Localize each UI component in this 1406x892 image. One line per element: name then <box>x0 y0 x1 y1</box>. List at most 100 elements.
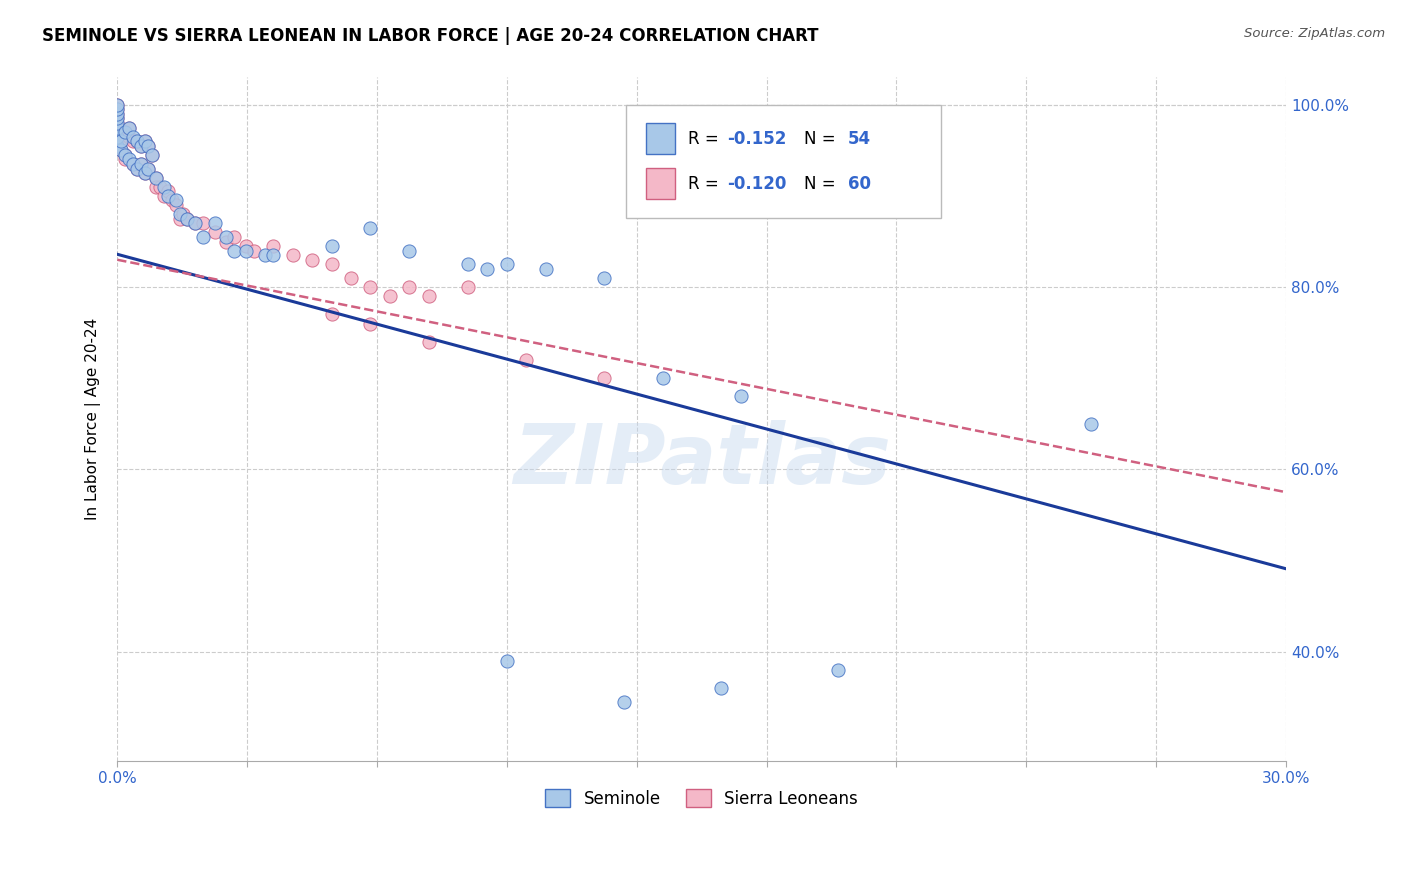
Point <box>827 663 849 677</box>
Point <box>121 129 143 144</box>
Point <box>134 166 156 180</box>
Point <box>204 226 226 240</box>
Point <box>235 244 257 258</box>
Text: N =: N = <box>804 175 841 193</box>
Point <box>242 244 264 258</box>
Text: 54: 54 <box>848 130 870 148</box>
Point <box>215 235 238 249</box>
Point <box>110 134 132 148</box>
Y-axis label: In Labor Force | Age 20-24: In Labor Force | Age 20-24 <box>86 318 101 520</box>
Point <box>118 120 141 135</box>
Point <box>105 112 128 126</box>
Point <box>495 257 517 271</box>
Point <box>105 107 128 121</box>
Point <box>204 216 226 230</box>
Point <box>254 248 277 262</box>
Point <box>138 138 160 153</box>
Point <box>173 207 195 221</box>
Point <box>149 179 172 194</box>
Text: 60: 60 <box>848 175 870 193</box>
Point <box>105 129 128 144</box>
Point <box>141 148 163 162</box>
Point <box>457 257 479 271</box>
Point <box>169 211 191 226</box>
Point <box>129 157 152 171</box>
Point <box>495 654 517 668</box>
Point <box>224 230 246 244</box>
Point <box>125 161 148 176</box>
Point <box>105 120 128 135</box>
Point <box>534 261 557 276</box>
Point <box>105 125 128 139</box>
Point <box>105 116 128 130</box>
Point <box>141 148 163 162</box>
Bar <box>645 169 675 199</box>
Text: -0.152: -0.152 <box>727 130 787 148</box>
Point <box>281 248 304 262</box>
Point <box>418 334 440 349</box>
Point <box>105 116 128 130</box>
Point <box>156 185 179 199</box>
Point <box>593 371 616 385</box>
Point <box>160 194 183 208</box>
Point <box>125 134 148 148</box>
FancyBboxPatch shape <box>626 104 941 218</box>
Point <box>105 103 128 117</box>
Point <box>114 125 136 139</box>
Point <box>215 230 238 244</box>
Point <box>105 120 128 135</box>
Point <box>165 194 187 208</box>
Point <box>129 138 152 153</box>
Point <box>110 134 132 148</box>
Point <box>105 97 128 112</box>
Point <box>105 97 128 112</box>
Point <box>301 252 323 267</box>
Point <box>125 134 148 148</box>
Text: ZIPatlas: ZIPatlas <box>513 420 890 500</box>
Point <box>114 153 136 167</box>
Point <box>169 207 191 221</box>
Point <box>105 112 128 126</box>
Point <box>515 353 537 368</box>
Point <box>184 216 207 230</box>
Text: R =: R = <box>688 130 724 148</box>
Point <box>340 271 363 285</box>
Point <box>593 271 616 285</box>
Point <box>110 144 132 158</box>
Point <box>418 289 440 303</box>
Point <box>134 134 156 148</box>
Point <box>360 280 382 294</box>
Point <box>477 261 499 276</box>
Point <box>262 248 284 262</box>
Text: Source: ZipAtlas.com: Source: ZipAtlas.com <box>1244 27 1385 40</box>
Point <box>105 103 128 117</box>
Point <box>105 138 128 153</box>
Point <box>613 695 636 709</box>
Point <box>176 211 198 226</box>
Text: -0.120: -0.120 <box>727 175 787 193</box>
Point <box>138 161 160 176</box>
Point <box>138 138 160 153</box>
Point <box>145 170 167 185</box>
Point <box>134 166 156 180</box>
Point <box>457 280 479 294</box>
Point <box>262 239 284 253</box>
Text: SEMINOLE VS SIERRA LEONEAN IN LABOR FORCE | AGE 20-24 CORRELATION CHART: SEMINOLE VS SIERRA LEONEAN IN LABOR FORC… <box>42 27 818 45</box>
Text: N =: N = <box>804 130 841 148</box>
Point <box>235 239 257 253</box>
Point <box>378 289 401 303</box>
Point <box>398 244 420 258</box>
Point <box>651 371 673 385</box>
Point <box>156 189 179 203</box>
Point <box>710 681 733 695</box>
Point <box>129 157 152 171</box>
Point <box>134 134 156 148</box>
Point <box>153 189 176 203</box>
Point <box>321 257 343 271</box>
Point <box>121 157 143 171</box>
Point <box>105 138 128 153</box>
Point <box>118 153 141 167</box>
Point <box>125 161 148 176</box>
Point <box>191 230 214 244</box>
Legend: Seminole, Sierra Leoneans: Seminole, Sierra Leoneans <box>538 783 865 814</box>
